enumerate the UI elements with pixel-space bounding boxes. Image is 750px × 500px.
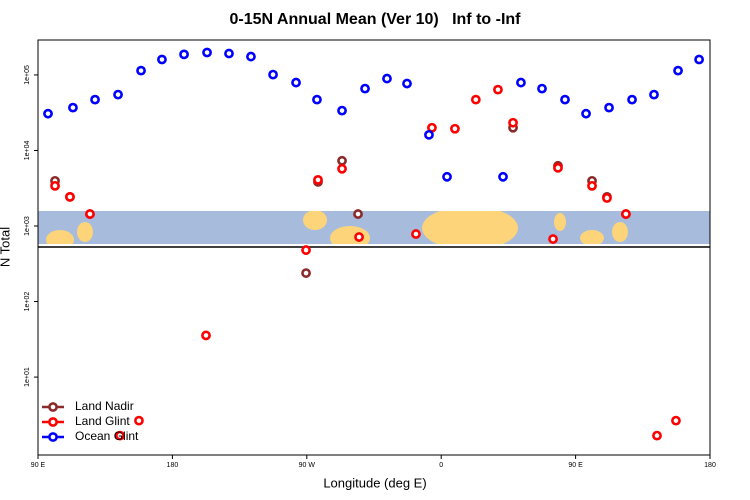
point xyxy=(337,163,347,174)
point xyxy=(90,94,100,105)
legend-marker xyxy=(48,432,58,442)
y-tick-label: 1e+05 xyxy=(24,65,31,85)
point xyxy=(157,54,167,65)
point xyxy=(301,268,311,278)
point xyxy=(246,51,256,62)
y-axis-title: N Total xyxy=(0,227,12,267)
point xyxy=(291,77,301,88)
point xyxy=(68,102,78,113)
point xyxy=(553,162,563,173)
point xyxy=(516,77,526,88)
point xyxy=(202,47,212,58)
point xyxy=(360,83,370,94)
point xyxy=(312,94,322,105)
point xyxy=(50,180,60,191)
map-strip xyxy=(38,211,710,244)
point xyxy=(498,171,508,182)
legend-label: Land Glint xyxy=(75,414,130,428)
x-tick-label: 180 xyxy=(167,462,179,469)
x-tick-label: 90 W xyxy=(299,462,316,469)
x-tick-label: 180 xyxy=(704,462,716,469)
point xyxy=(694,54,704,65)
point xyxy=(201,330,211,341)
point xyxy=(402,78,412,89)
point xyxy=(179,49,189,60)
x-tick-label: 90 E xyxy=(568,462,583,469)
point xyxy=(136,65,146,76)
point xyxy=(493,84,503,95)
y-tick-label: 1e+04 xyxy=(24,141,31,161)
point xyxy=(604,102,614,113)
point xyxy=(424,129,434,140)
point xyxy=(43,108,53,119)
point xyxy=(353,209,363,219)
point xyxy=(65,191,75,202)
point xyxy=(337,105,347,116)
point xyxy=(581,108,591,119)
point xyxy=(301,245,311,255)
point xyxy=(354,232,364,242)
point xyxy=(115,430,125,441)
point xyxy=(652,430,662,441)
point xyxy=(411,229,421,239)
point xyxy=(537,83,547,94)
point xyxy=(548,234,558,244)
point xyxy=(224,48,234,59)
y-tick-label: 1e+01 xyxy=(24,367,31,387)
chart-title: 0-15N Annual Mean (Ver 10) Inf to -Inf xyxy=(230,11,522,28)
point xyxy=(673,65,683,76)
point xyxy=(627,94,637,105)
point xyxy=(470,94,481,105)
legend-label: Land Nadir xyxy=(75,399,134,413)
x-tick-label: 0 xyxy=(439,462,443,469)
point xyxy=(442,171,452,182)
point xyxy=(671,415,681,426)
y-tick-label: 1e+02 xyxy=(24,292,31,312)
point xyxy=(85,209,95,219)
legend-marker xyxy=(48,417,58,427)
point xyxy=(602,193,612,203)
point xyxy=(268,69,278,80)
legend-marker xyxy=(48,402,58,412)
x-axis-title: Longitude (deg E) xyxy=(323,475,426,490)
point xyxy=(337,155,347,166)
point xyxy=(113,89,123,100)
point xyxy=(560,94,570,105)
point xyxy=(621,209,631,219)
point xyxy=(450,123,460,134)
point xyxy=(134,415,144,426)
point xyxy=(587,180,597,191)
plot-frame xyxy=(37,39,711,456)
y-tick-label: 1e+03 xyxy=(24,216,31,236)
point xyxy=(313,174,323,185)
legend-label: Ocean Glint xyxy=(75,429,139,443)
point xyxy=(649,89,659,100)
point xyxy=(382,73,392,84)
x-tick-label: 90 E xyxy=(31,462,46,469)
point xyxy=(508,117,518,128)
